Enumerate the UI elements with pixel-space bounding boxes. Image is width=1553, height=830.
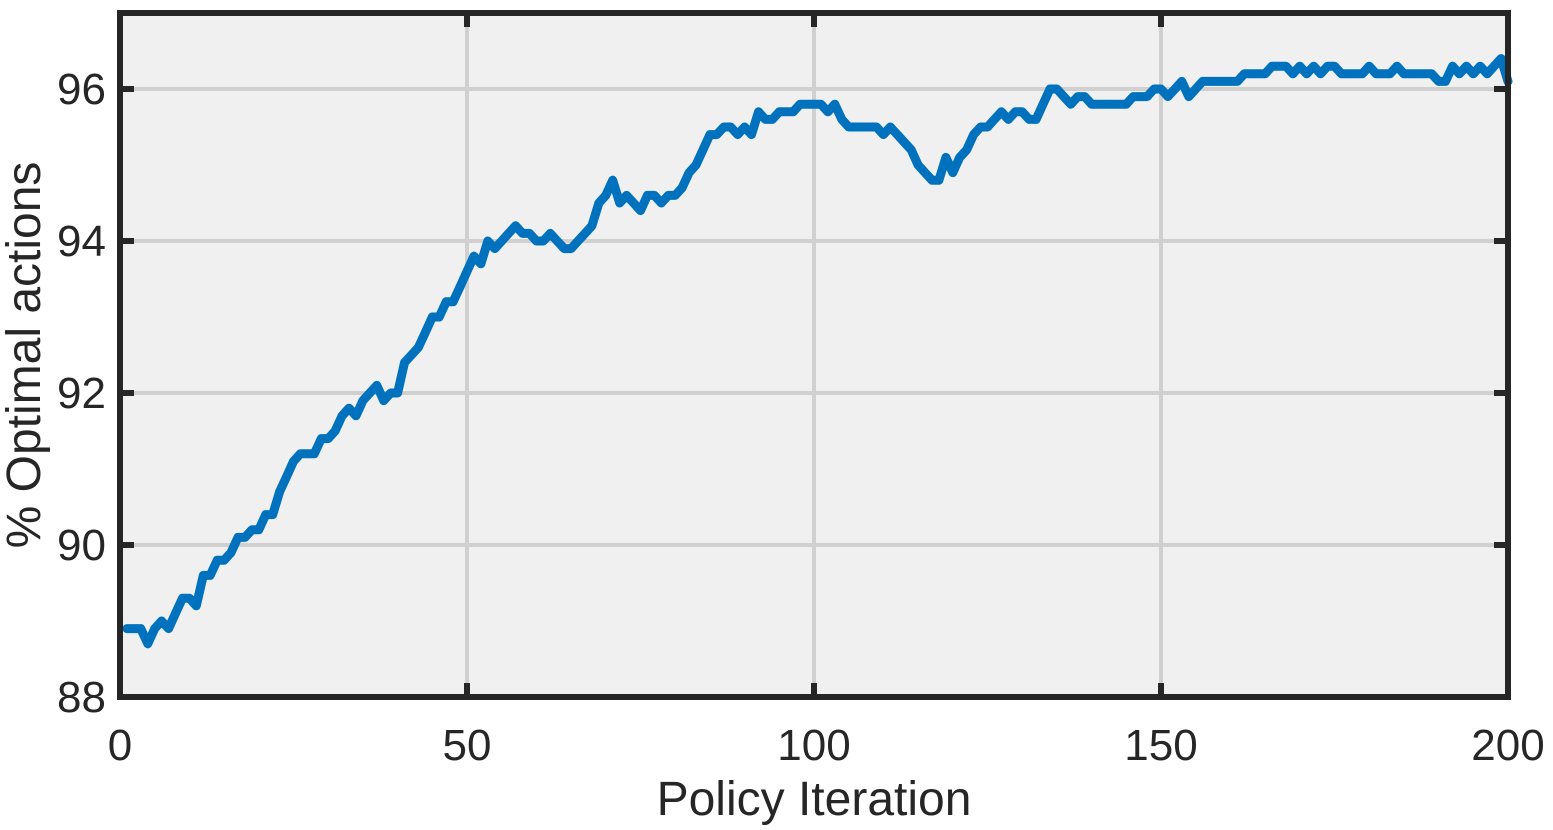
- y-tick-label: 92: [57, 369, 106, 418]
- x-tick-label: 0: [108, 721, 132, 770]
- x-tick-label: 100: [777, 721, 850, 770]
- tick-marks: [117, 13, 1511, 700]
- y-tick-labels: 88 90 92 94 96: [57, 65, 106, 722]
- x-tick-labels: 0 50 100 150 200: [108, 721, 1545, 770]
- x-axis-label: Policy Iteration: [657, 773, 972, 826]
- x-tick-label: 50: [443, 721, 492, 770]
- y-tick-label: 90: [57, 521, 106, 570]
- series-line: [122, 54, 1513, 649]
- x-tick-label: 150: [1124, 721, 1197, 770]
- y-tick-label: 96: [57, 65, 106, 114]
- grid-lines: [120, 13, 1508, 697]
- y-tick-label: 88: [57, 673, 106, 722]
- y-axis-label: % Optimal actions: [0, 162, 51, 549]
- y-tick-label: 94: [57, 217, 106, 266]
- series-layer: [122, 54, 1513, 649]
- x-tick-label: 200: [1471, 721, 1544, 770]
